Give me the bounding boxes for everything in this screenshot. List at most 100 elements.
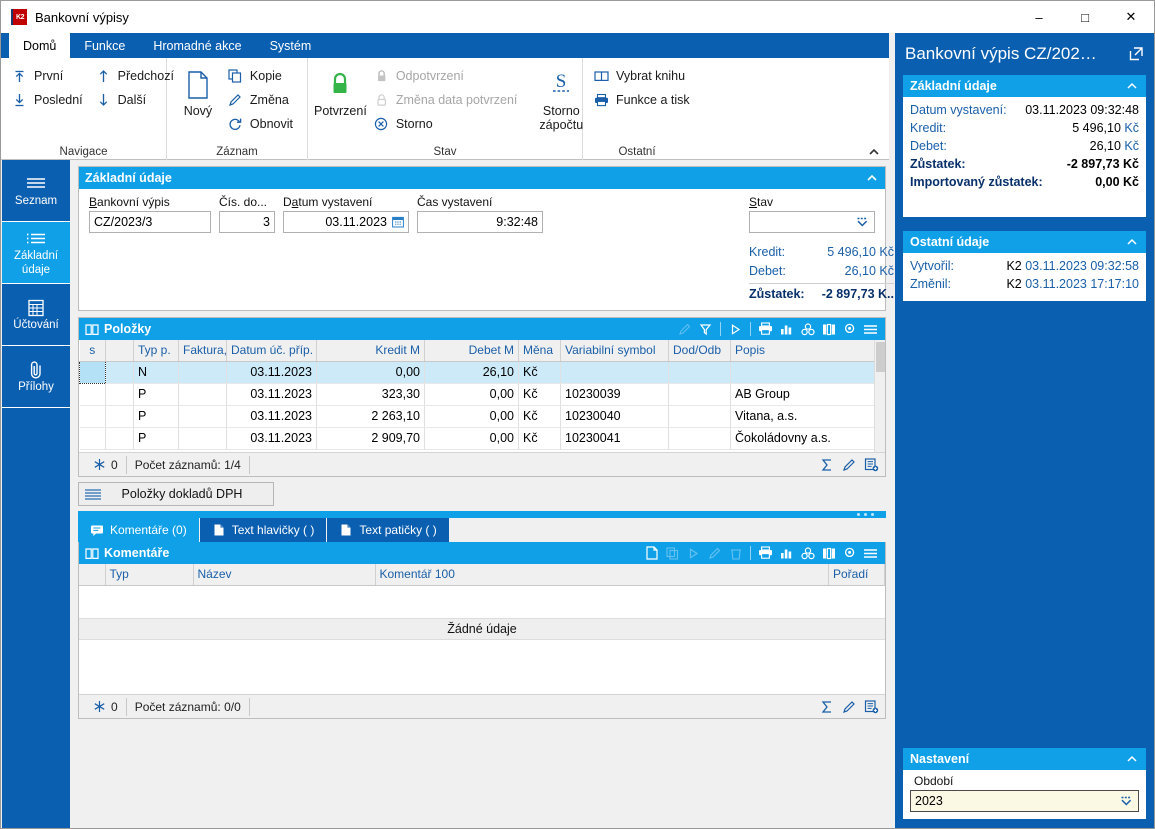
tab-system[interactable]: Systém — [269, 38, 312, 53]
play-icon[interactable] — [727, 321, 744, 337]
add-record-icon[interactable] — [864, 457, 879, 472]
col-mena[interactable]: Měna — [518, 340, 561, 362]
panel-collapse-button[interactable] — [865, 173, 879, 183]
chevron-up-icon[interactable] — [1125, 237, 1139, 247]
new-doc-icon[interactable] — [643, 545, 660, 561]
chevron-up-icon[interactable] — [1125, 81, 1139, 91]
col-kredit-m[interactable]: Kredit M — [316, 340, 425, 362]
col-blank[interactable] — [79, 564, 106, 586]
ribbon-button-storno-zapoctu[interactable]: S Storno zápočtu — [539, 64, 583, 138]
grid-body-komentare[interactable]: Typ Název Komentář 100 Pořadí Žádné údaj… — [79, 564, 885, 694]
obdobi-combobox[interactable]: 2023 — [910, 790, 1139, 812]
settings-gear-icon[interactable] — [841, 545, 858, 561]
ribbon-button-odpotvrzeni[interactable]: Odpotvrzení — [369, 64, 526, 88]
col-typ[interactable]: Typ — [105, 564, 194, 586]
grid-vertical-scrollbar[interactable] — [874, 340, 885, 452]
table-row[interactable]: N 03.11.2023 0,00 26,10 Kč — [79, 360, 885, 384]
printer-icon[interactable] — [757, 321, 774, 337]
col-nazev[interactable]: Název — [193, 564, 376, 586]
table-row[interactable]: P 03.11.2023 2 909,70 0,00 Kč 10230041 Č… — [79, 427, 885, 450]
ribbon-collapse-button[interactable] — [867, 147, 881, 157]
settings-gear-icon[interactable] — [841, 321, 858, 337]
filter-icon[interactable] — [697, 321, 714, 337]
sigma-icon[interactable] — [820, 458, 834, 472]
col-typ-p[interactable]: Typ p. — [133, 340, 179, 362]
section-header[interactable]: Nastavení — [903, 748, 1146, 770]
col-faktura[interactable]: Faktura, — [178, 340, 227, 362]
table-row[interactable]: P 03.11.2023 2 263,10 0,00 Kč 10230040 V… — [79, 405, 885, 428]
pencil-icon[interactable] — [842, 458, 856, 472]
sidebar-item-prilohy[interactable]: Přílohy — [2, 346, 70, 408]
col-blank[interactable] — [105, 340, 134, 362]
col-dod-odb[interactable]: Dod/Odb — [668, 340, 731, 362]
tab-text-paticky[interactable]: Text patičky ( ) — [327, 518, 450, 542]
sidebar-item-seznam[interactable]: Seznam — [2, 160, 70, 222]
maximize-button[interactable]: □ — [1081, 9, 1089, 25]
ribbon-button-obnovit[interactable]: Obnovit — [223, 112, 301, 136]
ribbon-button-zmena[interactable]: Změna — [223, 88, 301, 112]
col-popis[interactable]: Popis — [730, 340, 885, 362]
ribbon-button-posledni[interactable]: Poslední — [7, 88, 91, 112]
ribbon-button-zmena-data-potvrzeni[interactable]: Změna data potvrzení — [369, 88, 526, 112]
ribbon-button-kopie[interactable]: Kopie — [223, 64, 301, 88]
row-marker[interactable] — [79, 383, 106, 406]
hamburger-icon[interactable] — [862, 545, 879, 561]
close-button[interactable]: ✕ — [1125, 9, 1137, 24]
tab-hromadne-akce[interactable]: Hromadné akce — [153, 38, 242, 53]
tab-funkce[interactable]: Funkce — [84, 38, 126, 53]
row-marker[interactable] — [79, 427, 106, 450]
snowflake-status[interactable]: 0 — [85, 697, 127, 716]
pivot-icon[interactable] — [799, 545, 816, 561]
grid-body-polozky[interactable]: s Typ p. Faktura, Datum úč. příp. Kredit… — [79, 340, 885, 452]
minimize-button[interactable]: – — [1035, 9, 1043, 25]
row-marker[interactable] — [79, 405, 106, 428]
ribbon-button-prvni[interactable]: První — [7, 64, 91, 88]
sidebar-item-zakladni-udaje[interactable]: Základní údaje — [2, 222, 70, 284]
bankovni-vypis-input[interactable]: CZ/2023/3 — [89, 211, 211, 233]
printer-icon[interactable] — [757, 545, 774, 561]
col-datum-uc-prip[interactable]: Datum úč. příp. — [226, 340, 317, 362]
col-komentar-100[interactable]: Komentář 100 — [375, 564, 829, 586]
scrollbar-thumb[interactable] — [876, 342, 885, 372]
edit-dim-icon[interactable] — [676, 321, 693, 337]
trash-dim-icon[interactable] — [727, 545, 744, 561]
splitter-handle[interactable] — [857, 513, 874, 516]
section-header[interactable]: Základní údaje — [903, 75, 1146, 97]
cas-vystaveni-input[interactable]: 9:32:48 — [417, 211, 543, 233]
chart-bar-icon[interactable] — [778, 545, 795, 561]
hamburger-icon[interactable] — [862, 321, 879, 337]
cis-dokladu-input[interactable]: 3 — [219, 211, 275, 233]
chevron-up-icon[interactable] — [1125, 754, 1139, 764]
polozky-dokladu-dph-button[interactable]: Položky dokladů DPH — [78, 482, 274, 506]
ribbon-button-funkce-a-tisk[interactable]: Funkce a tisk — [589, 88, 698, 112]
sigma-icon[interactable] — [820, 700, 834, 714]
section-header[interactable]: Ostatní údaje — [903, 231, 1146, 253]
ribbon-button-predchozi[interactable]: Předchozí — [91, 64, 182, 88]
chart-bar-icon[interactable] — [778, 321, 795, 337]
combo-arrow-icon[interactable] — [855, 216, 870, 228]
columns-icon[interactable] — [820, 321, 837, 337]
columns-icon[interactable] — [820, 545, 837, 561]
col-poradi[interactable]: Pořadí — [828, 564, 885, 586]
pivot-icon[interactable] — [799, 321, 816, 337]
copy-dim-icon[interactable] — [664, 545, 681, 561]
pencil-icon[interactable] — [842, 700, 856, 714]
combo-arrow-icon[interactable] — [1119, 795, 1134, 807]
play-dim-icon[interactable] — [685, 545, 702, 561]
stav-combobox[interactable] — [749, 211, 875, 233]
row-marker[interactable] — [79, 360, 106, 384]
tab-domu[interactable]: Domů — [9, 33, 71, 58]
ribbon-button-storno[interactable]: Storno — [369, 112, 526, 136]
pencil-dim-icon[interactable] — [706, 545, 723, 561]
panel-splitter[interactable] — [78, 511, 886, 518]
table-row[interactable]: P 03.11.2023 323,30 0,00 Kč 10230039 AB … — [79, 383, 885, 406]
ribbon-button-vybrat-knihu[interactable]: Vybrat knihu — [589, 64, 698, 88]
tab-text-hlavicky[interactable]: Text hlavičky ( ) — [199, 518, 328, 542]
popout-icon[interactable] — [1128, 46, 1144, 62]
ribbon-button-dalsi[interactable]: Další — [91, 88, 182, 112]
sidebar-item-uctovani[interactable]: Účtování — [2, 284, 70, 346]
snowflake-status[interactable]: 0 — [85, 455, 127, 474]
datum-vystaveni-input[interactable]: 03.11.2023 — [283, 211, 409, 233]
col-debet-m[interactable]: Debet M — [424, 340, 519, 362]
ribbon-button-potvrzeni[interactable]: Potvrzení — [314, 64, 367, 138]
